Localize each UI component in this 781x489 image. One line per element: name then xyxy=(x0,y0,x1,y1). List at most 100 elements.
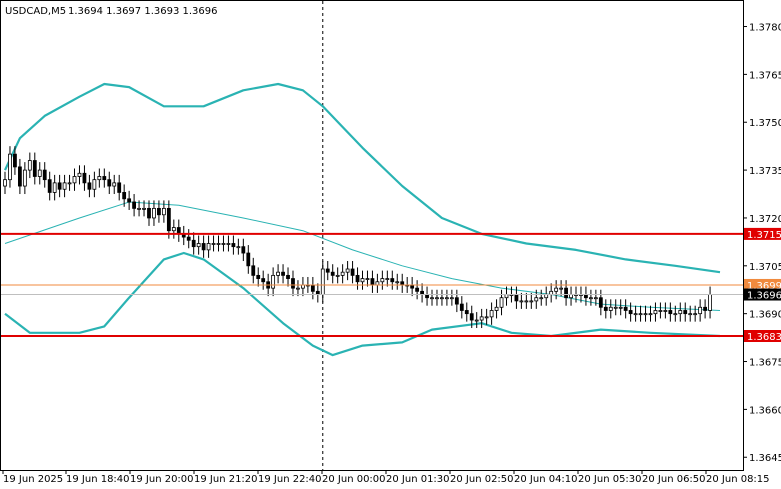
candle[interactable] xyxy=(166,200,171,239)
candle[interactable] xyxy=(13,146,17,175)
candle[interactable] xyxy=(589,289,593,306)
candle[interactable] xyxy=(236,238,241,255)
candle[interactable] xyxy=(335,267,340,284)
candle[interactable] xyxy=(42,162,47,188)
candle[interactable] xyxy=(440,289,444,306)
candle[interactable] xyxy=(117,174,122,201)
candle[interactable] xyxy=(171,219,176,239)
candle[interactable] xyxy=(186,229,191,249)
candle[interactable] xyxy=(613,299,618,316)
candle[interactable] xyxy=(618,299,623,316)
candle[interactable] xyxy=(72,168,77,191)
candle[interactable] xyxy=(678,302,683,322)
candle[interactable] xyxy=(464,302,469,322)
candle[interactable] xyxy=(524,292,529,309)
candle[interactable] xyxy=(107,171,112,195)
candle[interactable] xyxy=(261,270,266,290)
candle[interactable] xyxy=(340,264,345,284)
candle[interactable] xyxy=(593,289,598,306)
candle[interactable] xyxy=(648,305,653,322)
candle[interactable] xyxy=(430,289,434,306)
candle[interactable] xyxy=(474,312,479,329)
candle[interactable] xyxy=(365,270,370,287)
candle[interactable] xyxy=(256,267,261,287)
candle[interactable] xyxy=(82,165,87,191)
candle[interactable] xyxy=(152,200,156,226)
candle[interactable] xyxy=(246,245,251,274)
candle[interactable] xyxy=(161,200,166,223)
candle[interactable] xyxy=(598,289,603,316)
candle[interactable] xyxy=(271,267,276,297)
candle[interactable] xyxy=(653,302,658,322)
candle[interactable] xyxy=(127,190,132,210)
candle[interactable] xyxy=(142,200,146,217)
candle[interactable] xyxy=(469,305,474,329)
candle[interactable] xyxy=(703,299,708,319)
candle[interactable] xyxy=(32,152,37,185)
candle[interactable] xyxy=(355,267,360,290)
candle[interactable] xyxy=(628,302,633,322)
candle[interactable] xyxy=(57,174,62,198)
candle[interactable] xyxy=(360,270,365,290)
candle[interactable] xyxy=(415,280,420,300)
candle[interactable] xyxy=(3,171,7,195)
candle[interactable] xyxy=(479,308,484,329)
candle[interactable] xyxy=(122,184,127,207)
candle[interactable] xyxy=(623,299,628,319)
candle[interactable] xyxy=(201,235,206,258)
candle[interactable] xyxy=(489,302,494,325)
candle[interactable] xyxy=(62,174,67,198)
candle[interactable] xyxy=(147,200,151,226)
candle[interactable] xyxy=(231,235,236,255)
candle[interactable] xyxy=(52,174,57,201)
candle[interactable] xyxy=(330,264,335,284)
candle[interactable] xyxy=(559,280,564,297)
candle[interactable] xyxy=(395,273,400,290)
candle[interactable] xyxy=(435,289,439,306)
candle[interactable] xyxy=(449,289,454,306)
candle[interactable] xyxy=(191,232,196,255)
candle[interactable] xyxy=(380,270,385,290)
candle[interactable] xyxy=(67,174,72,191)
candle[interactable] xyxy=(137,200,141,217)
candle[interactable] xyxy=(216,235,221,252)
candle[interactable] xyxy=(658,302,663,319)
candle[interactable] xyxy=(445,289,449,306)
candle[interactable] xyxy=(92,171,97,198)
candle[interactable] xyxy=(47,171,52,201)
candle[interactable] xyxy=(350,261,355,284)
candle[interactable] xyxy=(564,280,568,306)
candle[interactable] xyxy=(112,174,117,195)
candle[interactable] xyxy=(87,174,92,198)
candle[interactable] xyxy=(529,292,534,309)
candle[interactable] xyxy=(221,235,226,252)
candle[interactable] xyxy=(519,292,524,309)
candle[interactable] xyxy=(291,270,295,297)
time-axis[interactable]: 19 Jun 2025 19 Jun 18:40 19 Jun 20:00 19 Ju… xyxy=(2,470,770,485)
candle[interactable] xyxy=(8,146,12,188)
candle[interactable] xyxy=(673,305,678,322)
candle[interactable] xyxy=(385,270,390,287)
plot-area[interactable] xyxy=(3,1,721,470)
price-axis[interactable]: 1.3780 1.3765 1.3750 1.3735 1.3720 1.3705 1.36… xyxy=(743,23,781,465)
candle[interactable] xyxy=(251,257,256,284)
candle[interactable] xyxy=(638,305,643,322)
candle[interactable] xyxy=(663,302,668,319)
candle[interactable] xyxy=(499,289,504,316)
candle[interactable] xyxy=(17,158,22,195)
candle[interactable] xyxy=(286,267,290,287)
candle[interactable] xyxy=(688,305,693,322)
candle[interactable] xyxy=(693,305,698,322)
candle[interactable] xyxy=(390,270,395,290)
candle[interactable] xyxy=(226,235,231,252)
candle[interactable] xyxy=(698,299,703,322)
candle[interactable] xyxy=(603,299,608,319)
candle[interactable] xyxy=(77,165,82,185)
candle[interactable] xyxy=(97,168,102,188)
candle[interactable] xyxy=(554,280,559,300)
candle[interactable] xyxy=(276,264,280,284)
candle[interactable] xyxy=(196,235,201,255)
candle[interactable] xyxy=(683,302,688,322)
candle[interactable] xyxy=(668,302,673,322)
